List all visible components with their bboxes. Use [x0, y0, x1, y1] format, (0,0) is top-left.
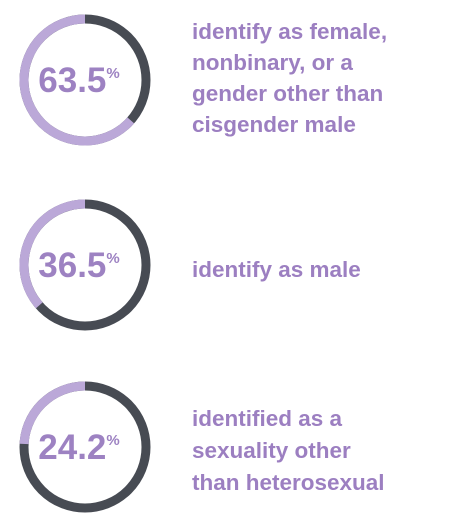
- stat-unit: %: [106, 432, 119, 449]
- stat-label: identify as male: [192, 257, 361, 282]
- ring-value: [19, 381, 86, 445]
- stat-unit: %: [106, 250, 119, 267]
- stat-label: than heterosexual: [192, 470, 385, 495]
- ring-value: [19, 199, 86, 309]
- stat-number: 63.5%: [38, 61, 119, 100]
- stat-number: 24.2%: [38, 428, 119, 467]
- stat-value: 24.2: [38, 428, 106, 467]
- stat-unit: %: [106, 65, 119, 82]
- stat-number: 36.5%: [38, 246, 119, 285]
- stat-value: 36.5: [38, 246, 106, 285]
- ring-value: [19, 14, 135, 146]
- stat-label: identify as female,: [192, 19, 387, 44]
- stat-item: 36.5% identify as male: [19, 199, 361, 331]
- stat-value: 63.5: [38, 61, 106, 100]
- stat-item: 24.2% identified as a sexuality other than …: [19, 381, 385, 513]
- stat-label: gender other than: [192, 81, 383, 106]
- stat-label: cisgender male: [192, 112, 356, 137]
- stat-item: 63.5% identify as female, nonbinary, or a g…: [19, 14, 387, 146]
- stat-label: sexuality other: [192, 438, 351, 463]
- stat-label: identified as a: [192, 406, 343, 431]
- stat-label: nonbinary, or a: [192, 50, 353, 75]
